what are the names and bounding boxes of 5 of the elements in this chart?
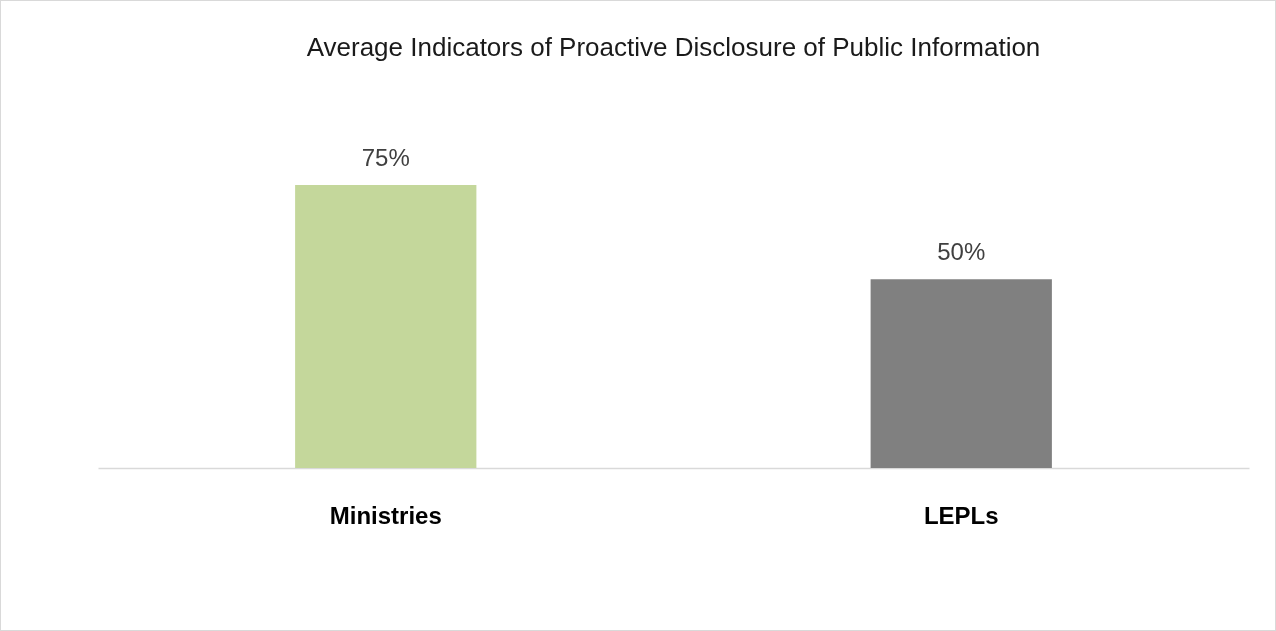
chart-title: Average Indicators of Proactive Disclosure of Public Information <box>306 32 1041 62</box>
data-label: 50% <box>937 238 986 266</box>
data-label: 75% <box>361 144 410 171</box>
x-tick-label: LEPLs <box>923 501 999 529</box>
x-tick-label: Ministries <box>329 501 442 529</box>
